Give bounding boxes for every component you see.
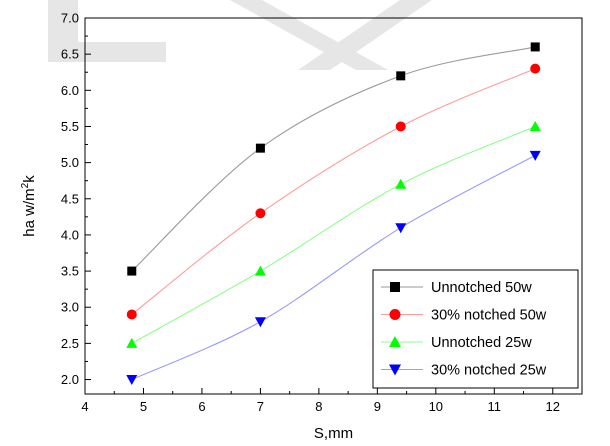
legend-box bbox=[372, 269, 579, 389]
y-tick-label-10: 7.0 bbox=[61, 11, 79, 26]
y-tick-label-4: 4.0 bbox=[61, 227, 79, 242]
x-tick-label-5: 9 bbox=[374, 399, 381, 414]
x-tick-label-0: 4 bbox=[81, 399, 88, 414]
data-point-3-3 bbox=[529, 150, 541, 161]
series-line-0 bbox=[131, 46, 536, 272]
y-tick-label-6: 5.0 bbox=[61, 155, 79, 170]
plot-frame bbox=[84, 17, 583, 395]
data-point-2-2 bbox=[395, 178, 407, 189]
y-tick-label-8: 6.0 bbox=[61, 83, 79, 98]
y-axis-title-tail: k bbox=[21, 175, 38, 183]
axes: 4 5 6 7 8 9 10 11 12 2.0 2.5 3.0 3.5 4.0 4.5 5.0 5.5 6.0 6… bbox=[61, 11, 583, 414]
data-point-3-0 bbox=[126, 375, 138, 386]
legend-marker-0 bbox=[390, 282, 400, 292]
legend-label-3: 30% notched 25w bbox=[431, 363, 547, 379]
data-point-0-2 bbox=[396, 71, 406, 81]
data-point-0-1 bbox=[255, 143, 265, 153]
series-line-1 bbox=[131, 68, 536, 315]
legend-marker-2 bbox=[389, 336, 401, 347]
data-point-0-3 bbox=[530, 42, 540, 52]
y-tick-label-0: 2.0 bbox=[61, 372, 79, 387]
x-tick-label-1: 5 bbox=[140, 399, 147, 414]
data-point-2-3 bbox=[529, 120, 541, 131]
data-point-1-1 bbox=[255, 208, 266, 219]
legend-label-1: 30% notched 50w bbox=[431, 308, 547, 324]
y-axis-title-main: ha w/m bbox=[21, 188, 38, 236]
legend-marker-3 bbox=[389, 364, 401, 376]
x-tick-label-2: 6 bbox=[198, 399, 205, 414]
series-line-3 bbox=[131, 154, 536, 381]
legend-label-0: Unnotched 50w bbox=[431, 280, 532, 296]
watermark bbox=[48, 0, 432, 70]
data-point-1-0 bbox=[126, 309, 137, 320]
y-tick-label-1: 2.5 bbox=[61, 336, 79, 351]
x-tick-label-4: 8 bbox=[315, 399, 322, 414]
data-point-3-2 bbox=[395, 223, 407, 234]
data-point-3-1 bbox=[254, 317, 266, 328]
y-tick-label-2: 3.0 bbox=[61, 300, 79, 315]
y-tick-label-7: 5.5 bbox=[61, 119, 79, 134]
legend-marker-1 bbox=[389, 309, 401, 320]
y-axis-title-sup: 2 bbox=[20, 182, 31, 188]
data-point-1-3 bbox=[530, 63, 541, 74]
x-tick-label-6: 10 bbox=[429, 399, 443, 414]
x-tick-label-7: 11 bbox=[488, 399, 502, 414]
legend-label-2: Unnotched 25w bbox=[431, 335, 532, 351]
data-point-2-1 bbox=[254, 265, 266, 276]
x-tick-label-8: 12 bbox=[546, 399, 560, 414]
y-tick-label-9: 6.5 bbox=[61, 47, 79, 62]
plot-area bbox=[126, 42, 541, 386]
y-tick-label-3: 3.5 bbox=[61, 264, 79, 279]
data-point-1-2 bbox=[395, 121, 406, 132]
data-point-0-0 bbox=[127, 266, 137, 276]
data-point-2-0 bbox=[126, 337, 138, 348]
legend: Unnotched 50w 30% notched 50w Unnotched 25… bbox=[372, 269, 579, 389]
y-tick-label-5: 4.5 bbox=[61, 191, 79, 206]
x-axis-title: S,mm bbox=[314, 425, 353, 442]
x-tick-label-3: 7 bbox=[257, 399, 264, 414]
series-line-2 bbox=[131, 125, 536, 344]
y-axis-title: ha w/m2k bbox=[20, 175, 38, 237]
